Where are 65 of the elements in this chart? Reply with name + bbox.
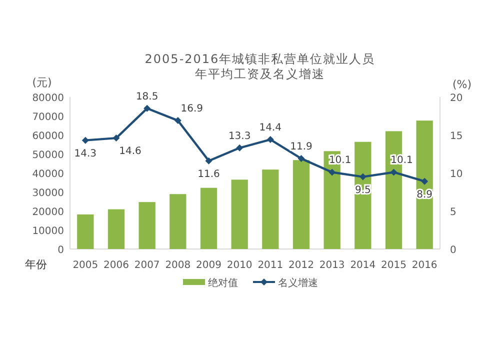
- data-label: 18.5: [136, 91, 158, 102]
- bar: [200, 188, 218, 249]
- x-tick-label: 2014: [350, 260, 376, 271]
- data-label: 14.4: [259, 122, 282, 134]
- data-label: 9.5: [354, 184, 371, 196]
- point: [82, 136, 89, 144]
- point: [144, 104, 151, 112]
- point: [112, 134, 120, 142]
- point: [298, 155, 305, 162]
- y2-tick-label: 5: [450, 207, 456, 218]
- x-tick-label: 2009: [196, 260, 222, 271]
- data-label: 14.6: [119, 146, 142, 158]
- y2-tick-label: 10: [450, 169, 463, 180]
- x-tick-label: 2016: [412, 260, 438, 271]
- y2-tick-label: 0: [450, 245, 456, 256]
- x-tick-label: 2010: [226, 260, 252, 271]
- y-tick-label: 20000: [32, 207, 64, 218]
- data-label: 13.3: [228, 130, 251, 142]
- x-axis-title: 年份: [25, 258, 47, 271]
- x-tick-label: 2008: [165, 260, 191, 271]
- bar: [231, 180, 248, 249]
- bar: [354, 142, 372, 249]
- x-tick-label: 2013: [319, 260, 345, 271]
- y2-tick-label: 15: [450, 131, 463, 142]
- legend-label: 名义增速: [278, 277, 318, 289]
- x-tick-label: 2007: [134, 260, 160, 271]
- chart-title: 2005-2016年城镇非私营单位就业人员: [144, 52, 376, 66]
- bar: [416, 120, 433, 249]
- data-label: 11.9: [290, 142, 312, 153]
- point: [421, 178, 428, 185]
- y-tick-label: 60000: [32, 131, 64, 142]
- data-label: 14.3: [74, 148, 97, 160]
- x-tick-label: 2006: [104, 260, 129, 271]
- point: [205, 157, 212, 164]
- y-axis-title: (元): [32, 76, 52, 89]
- data-label: 8.9: [416, 189, 433, 200]
- bar: [138, 202, 156, 249]
- y-tick-label: 10000: [32, 226, 64, 237]
- y-tick-label: 0: [58, 245, 64, 256]
- y-tick-label: 50000: [32, 150, 64, 161]
- y2-axis-title: (%): [452, 78, 472, 91]
- y-tick-label: 70000: [32, 112, 64, 123]
- y-tick-label: 40000: [32, 169, 64, 180]
- chart-subtitle: 年平均工资及名义增速: [195, 67, 325, 81]
- x-tick-label: 2012: [288, 260, 314, 271]
- x-tick-label: 2015: [381, 260, 406, 271]
- point: [390, 168, 398, 176]
- bar: [108, 209, 125, 249]
- bar: [77, 214, 94, 249]
- bar: [262, 170, 279, 249]
- point: [266, 136, 274, 144]
- data-label: 11.6: [198, 168, 220, 180]
- x-tick-label: 2011: [258, 260, 284, 271]
- bar: [170, 194, 186, 249]
- legend-label: 绝对值: [208, 277, 238, 289]
- point: [328, 168, 336, 176]
- point: [236, 144, 244, 152]
- data-label: 16.9: [180, 104, 204, 115]
- x-tick-label: 2005: [72, 260, 98, 271]
- point: [359, 173, 366, 180]
- y-tick-label: 80000: [32, 93, 64, 104]
- point: [174, 117, 182, 124]
- bar: [292, 160, 310, 249]
- y-tick-label: 30000: [32, 188, 64, 199]
- y2-tick-label: 20: [450, 93, 463, 104]
